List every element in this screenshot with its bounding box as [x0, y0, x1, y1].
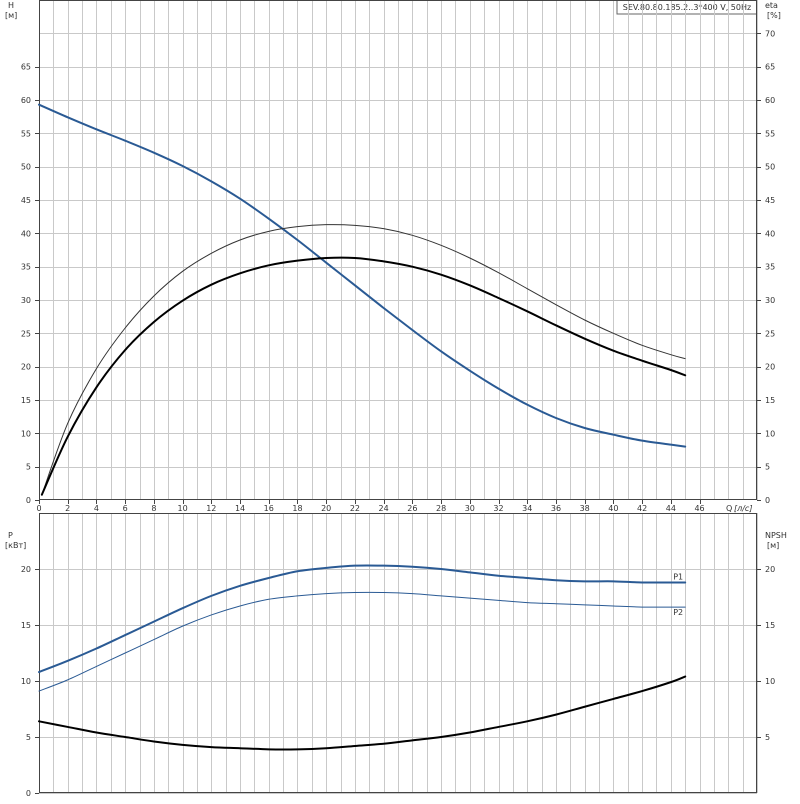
model-title: SEV.80.80.185.2..3*400 V, 50Hz [623, 3, 751, 12]
y-left-tick-label: 0 [26, 789, 31, 798]
y-left-tick-label: 30 [21, 296, 31, 305]
series-line-p1 [38, 564, 687, 674]
x-tick-label: 18 [292, 504, 302, 513]
y-right-tick-label: 20 [765, 363, 775, 372]
y-right-tick-label: 70 [765, 29, 775, 38]
x-tick-label: 14 [235, 504, 245, 513]
y-right-axis-unit: [%] [767, 11, 781, 20]
y-right-tick-label: 55 [765, 129, 775, 138]
y-right-tick-label: 65 [765, 63, 775, 72]
y-right-tick-label: 20 [765, 565, 775, 574]
y-right-tick-label: 10 [765, 677, 775, 686]
x-axis-unit: [л/с] [734, 504, 752, 513]
series-line-p2 [38, 591, 686, 692]
y-right-tick-label: 10 [765, 429, 775, 438]
y-right-tick-label: 5 [765, 733, 770, 742]
y-right-tick-label: 35 [765, 263, 775, 272]
x-tick-label: 36 [551, 504, 561, 513]
y-left-axis-unit: [кВт] [5, 541, 26, 550]
x-tick-label: 24 [379, 504, 389, 513]
plot-frame [39, 513, 757, 793]
series-line-p0-2 [40, 256, 687, 496]
y-left-tick-label: 35 [21, 263, 31, 272]
y-left-tick-label: 5 [26, 733, 31, 742]
x-tick-label: 8 [151, 504, 156, 513]
y-right-tick-label: 50 [765, 163, 775, 172]
x-tick-label: 16 [264, 504, 274, 513]
y-right-tick-label: 15 [765, 396, 775, 405]
y-right-axis-title: NPSH [765, 531, 787, 540]
y-right-axis-title: eta [765, 1, 778, 10]
x-axis-strip [39, 500, 757, 513]
x-tick-label: 42 [637, 504, 647, 513]
x-tick-label: 0 [36, 504, 41, 513]
y-right-tick-label: 40 [765, 229, 775, 238]
y-right-tick-label: 60 [765, 96, 775, 105]
x-tick-label: 4 [94, 504, 99, 513]
series-line-p1-2 [38, 675, 687, 751]
y-left-tick-label: 55 [21, 129, 31, 138]
x-tick-label: 28 [436, 504, 446, 513]
y-left-tick-label: 20 [21, 565, 31, 574]
y-left-tick-label: 25 [21, 329, 31, 338]
y-left-tick-label: 5 [26, 463, 31, 472]
y-left-tick-label: 45 [21, 196, 31, 205]
x-axis-title: Q [726, 504, 732, 513]
series-label-p2: P2 [673, 608, 683, 617]
x-tick-label: 26 [407, 504, 417, 513]
y-left-tick-label: 15 [21, 396, 31, 405]
y-right-tick-label: 30 [765, 296, 775, 305]
y-left-tick-label: 20 [21, 363, 31, 372]
x-tick-label: 20 [321, 504, 331, 513]
x-tick-label: 12 [206, 504, 216, 513]
y-right-tick-label: 0 [765, 496, 770, 505]
series-line-p0-1 [41, 224, 686, 496]
x-tick-label: 44 [666, 504, 676, 513]
x-tick-label: 46 [694, 504, 704, 513]
x-tick-label: 2 [65, 504, 70, 513]
y-left-axis-title: P [8, 531, 13, 540]
y-right-tick-label: 45 [765, 196, 775, 205]
x-tick-label: 22 [350, 504, 360, 513]
series-line-p0-0 [38, 103, 687, 448]
y-left-tick-label: 50 [21, 163, 31, 172]
y-right-tick-label: 15 [765, 621, 775, 630]
x-tick-label: 34 [522, 504, 532, 513]
x-tick-label: 40 [608, 504, 618, 513]
y-left-tick-label: 15 [21, 621, 31, 630]
y-left-tick-label: 10 [21, 429, 31, 438]
y-left-axis-unit: [м] [5, 11, 17, 20]
y-left-tick-label: 0 [26, 496, 31, 505]
y-left-axis-title: H [8, 1, 14, 10]
y-left-tick-label: 60 [21, 96, 31, 105]
y-left-tick-label: 10 [21, 677, 31, 686]
x-tick-label: 6 [123, 504, 128, 513]
y-right-tick-label: 25 [765, 329, 775, 338]
series-label-p1: P1 [673, 572, 683, 581]
x-tick-label: 30 [465, 504, 475, 513]
y-left-tick-label: 65 [21, 63, 31, 72]
y-right-tick-label: 5 [765, 463, 770, 472]
x-tick-label: 10 [178, 504, 188, 513]
y-left-tick-label: 40 [21, 229, 31, 238]
y-right-axis-unit: [м] [767, 541, 779, 550]
plot-frame [39, 0, 757, 500]
x-tick-label: 38 [580, 504, 590, 513]
x-tick-label: 32 [493, 504, 503, 513]
